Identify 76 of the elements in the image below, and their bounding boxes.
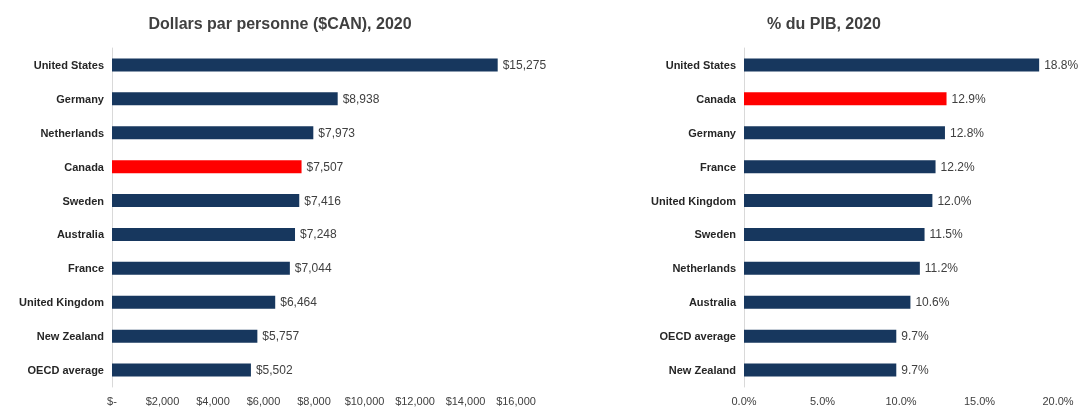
x-tick-label: 0.0% (731, 394, 757, 407)
x-tick-label: $14,000 (445, 394, 486, 407)
bar (112, 329, 258, 343)
y-tick-label: France (699, 160, 736, 173)
x-tick-label: $- (107, 394, 118, 407)
bar (744, 194, 933, 208)
x-tick-label: 15.0% (963, 394, 996, 407)
bar (744, 160, 936, 174)
chart-title: Dollars par personne ($CAN), 2020 (148, 14, 412, 32)
data-label: 12.9% (951, 91, 986, 106)
data-label: 18.8% (1044, 57, 1079, 72)
y-tick-label: New Zealand (36, 330, 104, 343)
bar (112, 227, 296, 241)
data-label: $7,973 (318, 125, 356, 140)
y-tick-label: France (67, 262, 104, 275)
y-tick-label: Netherlands (40, 126, 104, 139)
data-label: $7,248 (300, 227, 338, 242)
y-tick-label: OECD average (27, 364, 104, 377)
bar (744, 92, 947, 106)
y-tick-label: Netherlands (672, 262, 736, 275)
x-tick-label: 10.0% (885, 394, 917, 407)
bar (744, 295, 911, 309)
data-label: $15,275 (502, 57, 547, 72)
data-label: 12.8% (949, 125, 985, 140)
x-tick-label: $10,000 (344, 394, 385, 407)
y-tick-label: Sweden (62, 194, 105, 207)
y-tick-label: Canada (696, 92, 737, 105)
data-label: 9.7% (901, 329, 929, 344)
x-tick-label: $4,000 (196, 394, 230, 407)
bar (744, 58, 1040, 72)
x-tick-label: $12,000 (395, 394, 435, 407)
bar (744, 261, 920, 275)
y-tick-label: Germany (56, 92, 105, 105)
bar (744, 227, 925, 241)
y-tick-label: OECD average (659, 330, 736, 343)
y-tick-label: United Kingdom (19, 296, 105, 309)
y-tick-label: New Zealand (668, 364, 736, 377)
data-label: $7,044 (294, 261, 332, 276)
y-tick-label: United Kingdom (651, 194, 737, 207)
data-label: 10.6% (915, 295, 950, 310)
data-label: $6,464 (280, 295, 318, 310)
data-label: 12.0% (937, 193, 972, 208)
bar (112, 194, 300, 208)
bar (112, 261, 290, 275)
bar (112, 92, 338, 106)
x-tick-label: $16,000 (496, 394, 536, 407)
data-label: $5,502 (255, 363, 293, 378)
x-tick-label: $8,000 (297, 394, 331, 407)
y-tick-label: Canada (64, 160, 105, 173)
bar (112, 295, 276, 309)
x-tick-label: $2,000 (145, 394, 180, 407)
y-tick-label: United States (665, 58, 736, 71)
data-label: $8,938 (342, 91, 380, 106)
data-label: $7,507 (306, 159, 344, 174)
y-tick-label: Australia (56, 228, 105, 241)
bar (744, 329, 897, 343)
data-label: 11.5% (929, 227, 964, 242)
y-tick-label: United States (33, 58, 104, 71)
data-label: 9.7% (901, 363, 929, 378)
y-tick-label: Australia (688, 296, 737, 309)
x-tick-label: $6,000 (246, 394, 281, 407)
chart-title: % du PIB, 2020 (767, 14, 882, 32)
data-label: $5,757 (262, 329, 300, 344)
x-tick-label: 20.0% (1042, 394, 1074, 407)
data-label: $7,416 (304, 193, 342, 208)
y-tick-label: Germany (688, 126, 737, 139)
data-label: 12.2% (940, 159, 975, 174)
bar (112, 363, 251, 377)
y-tick-label: Sweden (694, 228, 737, 241)
bar (112, 58, 498, 72)
x-tick-label: 5.0% (809, 394, 836, 407)
data-label: 11.2% (924, 261, 959, 276)
bar (744, 126, 945, 140)
bar (112, 160, 302, 174)
bar (744, 363, 897, 377)
bar (112, 126, 314, 140)
